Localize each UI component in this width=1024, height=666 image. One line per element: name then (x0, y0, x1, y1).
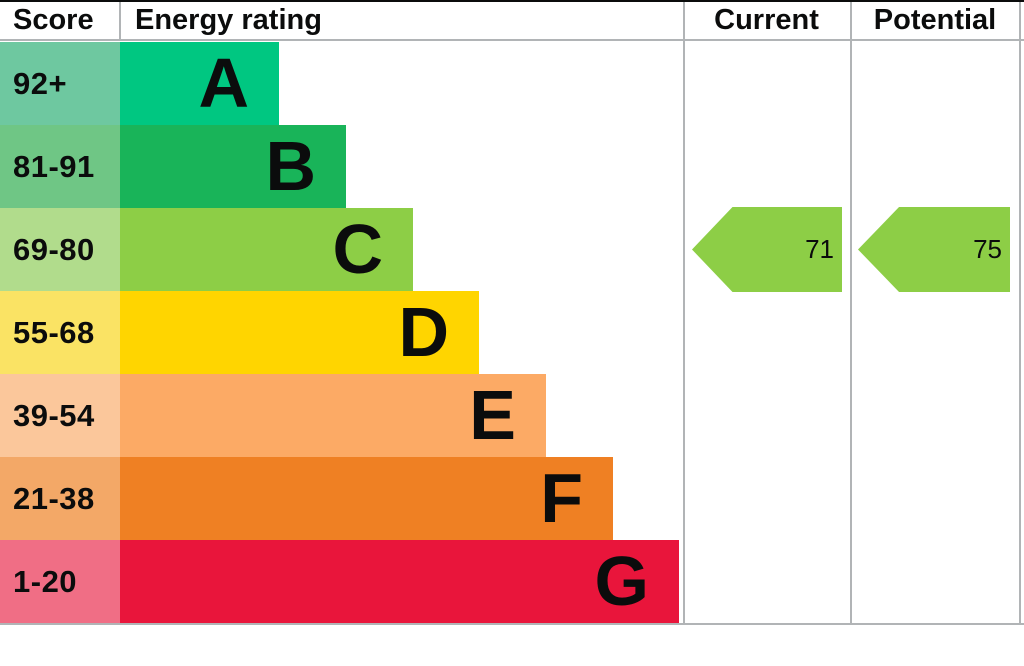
rating-bar-f: F (120, 457, 613, 540)
column-header-score: Score (13, 4, 94, 36)
chart-right-border (1019, 2, 1021, 625)
grade-letter-d: D (398, 293, 449, 371)
rating-bar-b: B (120, 125, 346, 208)
chart-top-border (0, 0, 1024, 2)
grade-letter-c: C (332, 210, 383, 288)
band-rows: 92+ A 81-91 B 69-80 C 55-68 D 39-54 (0, 42, 683, 623)
band-row-e: 39-54 E (0, 374, 683, 457)
potential-column-divider (850, 2, 852, 625)
header-score-divider (119, 2, 121, 39)
band-row-f: 21-38 F (0, 457, 683, 540)
potential-rating-value: 75 (973, 234, 1002, 264)
grade-letter-g: G (594, 542, 649, 620)
rating-bar-e: E (120, 374, 546, 457)
score-range-b: 81-91 (0, 125, 120, 208)
score-range-d: 55-68 (0, 291, 120, 374)
score-range-a: 92+ (0, 42, 120, 125)
band-row-c: 69-80 C (0, 208, 683, 291)
grade-letter-b: B (265, 127, 316, 205)
rating-bar-a: A (120, 42, 279, 125)
rating-bar-g: G (120, 540, 679, 623)
score-range-c: 69-80 (0, 208, 120, 291)
band-row-g: 1-20 G (0, 540, 683, 623)
column-header-current: Current (714, 4, 819, 36)
band-row-d: 55-68 D (0, 291, 683, 374)
current-column-divider (683, 2, 685, 625)
current-rating-value: 71 (805, 234, 834, 264)
potential-rating-arrow: 75 (858, 207, 1010, 292)
current-rating-arrow: 71 (692, 207, 842, 292)
column-header-potential: Potential (873, 4, 997, 36)
grade-letter-f: F (540, 459, 583, 537)
score-range-e: 39-54 (0, 374, 120, 457)
score-range-g: 1-20 (0, 540, 120, 623)
chart-bottom-border (0, 623, 1024, 625)
grade-letter-a: A (198, 44, 249, 122)
column-header-energy-rating: Energy rating (135, 4, 322, 36)
rating-bar-d: D (120, 291, 479, 374)
band-row-a: 92+ A (0, 42, 683, 125)
score-range-f: 21-38 (0, 457, 120, 540)
rating-bar-c: C (120, 208, 413, 291)
header-underline (0, 39, 1024, 41)
band-row-b: 81-91 B (0, 125, 683, 208)
grade-letter-e: E (469, 376, 516, 454)
